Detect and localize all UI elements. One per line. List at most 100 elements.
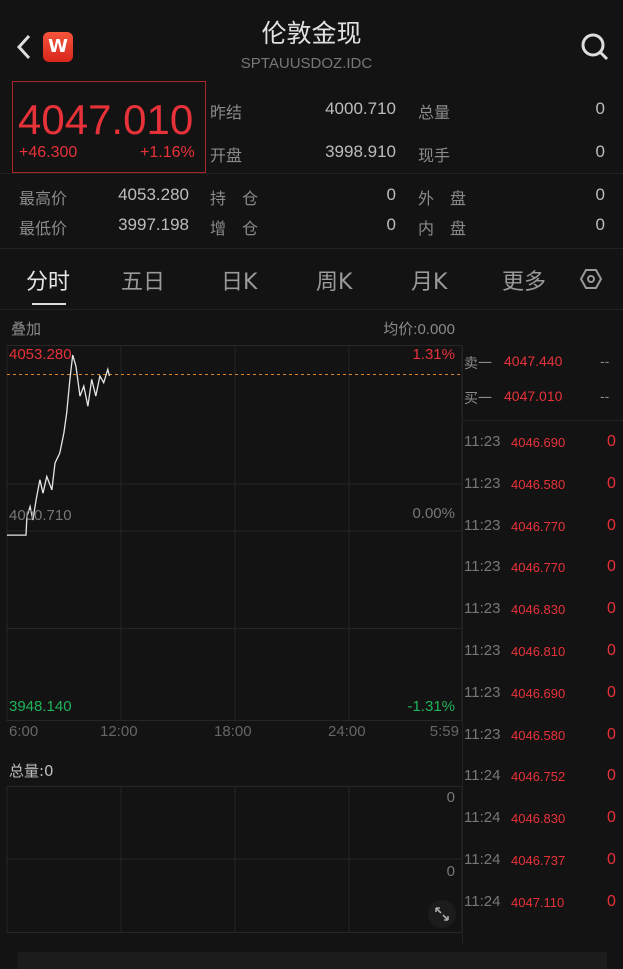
tick-price: 4046.770 — [511, 518, 566, 534]
divider — [0, 173, 623, 174]
tick-volume: 0 — [607, 683, 616, 701]
tick-time: 11:24 — [464, 767, 501, 785]
search-button[interactable] — [580, 32, 610, 66]
tick-volume: 0 — [607, 433, 616, 450]
last-price: 4047.010 — [18, 96, 194, 143]
tick-volume: 0 — [607, 851, 616, 868]
avg-price: 均价:0.000 — [383, 321, 455, 338]
y-label-top-pct: 1.31% — [412, 346, 455, 363]
stat-value: 3997.198 — [118, 215, 189, 234]
tick-volume: 0 — [607, 474, 616, 492]
tick-volume: 0 — [607, 892, 616, 910]
tick-time: 11:23 — [464, 683, 501, 701]
price-change-pct: +1.16% — [140, 144, 195, 161]
tick-row: 11:23 4046.770 0 — [462, 558, 623, 578]
x-tick: 5:59 — [429, 723, 459, 740]
tick-row: 11:24 4046.737 0 — [462, 851, 623, 871]
y-label-bottom-pct: -1.31% — [407, 698, 455, 715]
stat-value: 0 — [595, 99, 605, 118]
tick-price: 4046.580 — [511, 476, 566, 492]
stat-label: 最低价 — [19, 219, 68, 238]
stat-label: 最高价 — [19, 189, 68, 208]
tick-volume: 0 — [607, 558, 616, 576]
tab-monthly-k[interactable]: 月K — [411, 270, 448, 295]
tick-price: 4046.690 — [511, 435, 566, 450]
tick-row: 11:23 4046.810 0 — [462, 642, 623, 662]
stat-label: 昨结 — [210, 103, 243, 122]
volume-mid-label: 0 — [446, 863, 455, 880]
volume-chart — [6, 786, 462, 933]
stat-value: 0 — [386, 185, 396, 204]
ask-price: 4047.440 — [504, 353, 563, 369]
stat-value: 0 — [386, 215, 396, 234]
tick-time: 11:23 — [464, 558, 501, 576]
tick-volume: 0 — [607, 600, 616, 618]
expand-button[interactable] — [428, 900, 456, 928]
stat-label: 内 盘 — [418, 219, 467, 238]
app-logo[interactable]: W — [43, 32, 73, 62]
instrument-code: SPTAUUSDOZ.IDC — [240, 55, 373, 72]
stat-value: 0 — [595, 142, 605, 161]
tab-intraday[interactable]: 分时 — [26, 270, 71, 295]
ask-volume: -- — [600, 353, 610, 369]
bid-volume: -- — [600, 388, 610, 404]
price-change: +46.300 — [19, 144, 78, 161]
y-label-mid: 4000.710 — [9, 507, 72, 524]
back-button[interactable] — [12, 30, 36, 64]
tick-row: 11:23 4046.580 0 — [462, 726, 623, 746]
tick-volume: 0 — [607, 516, 616, 534]
search-icon — [581, 33, 609, 61]
tab-weekly-k[interactable]: 周K — [316, 270, 353, 295]
tick-volume: 0 — [607, 725, 616, 743]
tick-time: 11:23 — [464, 474, 501, 492]
hexagon-settings-icon — [579, 269, 603, 289]
stat-value: 3998.910 — [325, 142, 396, 161]
tick-time: 11:24 — [464, 809, 501, 827]
divider — [0, 309, 623, 310]
tab-five-day[interactable]: 五日 — [121, 270, 166, 295]
tick-time: 11:23 — [464, 433, 501, 450]
bid-label: 买一 — [464, 391, 492, 407]
volume-label: 总量:0 — [9, 762, 54, 780]
tick-row: 11:24 4046.830 0 — [462, 809, 623, 829]
tick-row: 11:23 4046.690 0 — [462, 433, 623, 453]
tick-row: 11:24 4046.752 0 — [462, 767, 623, 787]
stat-label: 持 仓 — [210, 189, 259, 208]
y-label-bottom: 3948.140 — [9, 698, 72, 715]
tick-price: 4046.770 — [511, 560, 566, 576]
chart-settings-button[interactable] — [579, 267, 603, 295]
divider — [0, 248, 623, 249]
tick-price: 4047.110 — [511, 894, 565, 910]
tick-price: 4046.752 — [511, 769, 566, 785]
tick-price: 4046.580 — [511, 727, 566, 743]
price-line — [7, 354, 111, 536]
chevron-left-icon — [16, 34, 31, 60]
stat-label: 总量 — [418, 103, 451, 122]
x-tick: 12:00 — [100, 723, 138, 740]
x-tick: 6:00 — [9, 723, 39, 740]
tab-more[interactable]: 更多 — [502, 270, 547, 295]
tick-row: 11:23 4046.770 0 — [462, 517, 623, 537]
tick-price: 4046.830 — [511, 602, 566, 618]
page-title: 伦敦金现 — [261, 19, 362, 48]
tick-time: 11:23 — [464, 725, 501, 743]
active-tab-indicator — [32, 303, 66, 305]
tick-row: 11:24 4047.110 0 — [462, 893, 623, 913]
tick-volume: 0 — [607, 809, 616, 827]
stat-value: 0 — [595, 215, 605, 234]
overlay-button[interactable]: 叠加 — [11, 320, 42, 338]
intraday-chart[interactable] — [0, 0, 462, 760]
stat-label: 外 盘 — [418, 189, 467, 208]
ask-label: 卖一 — [464, 356, 492, 372]
tick-price: 4046.810 — [511, 644, 566, 659]
volume-top-label: 0 — [446, 789, 455, 806]
price-box — [12, 81, 206, 173]
y-label-top: 4053.280 — [9, 346, 72, 363]
tab-daily-k[interactable]: 日K — [221, 270, 258, 295]
divider — [462, 420, 623, 421]
bid-price: 4047.010 — [504, 388, 563, 404]
x-tick: 18:00 — [214, 723, 252, 740]
tick-time: 11:24 — [464, 892, 501, 910]
bottom-bar[interactable] — [18, 952, 607, 969]
y-label-mid-pct: 0.00% — [412, 505, 455, 522]
